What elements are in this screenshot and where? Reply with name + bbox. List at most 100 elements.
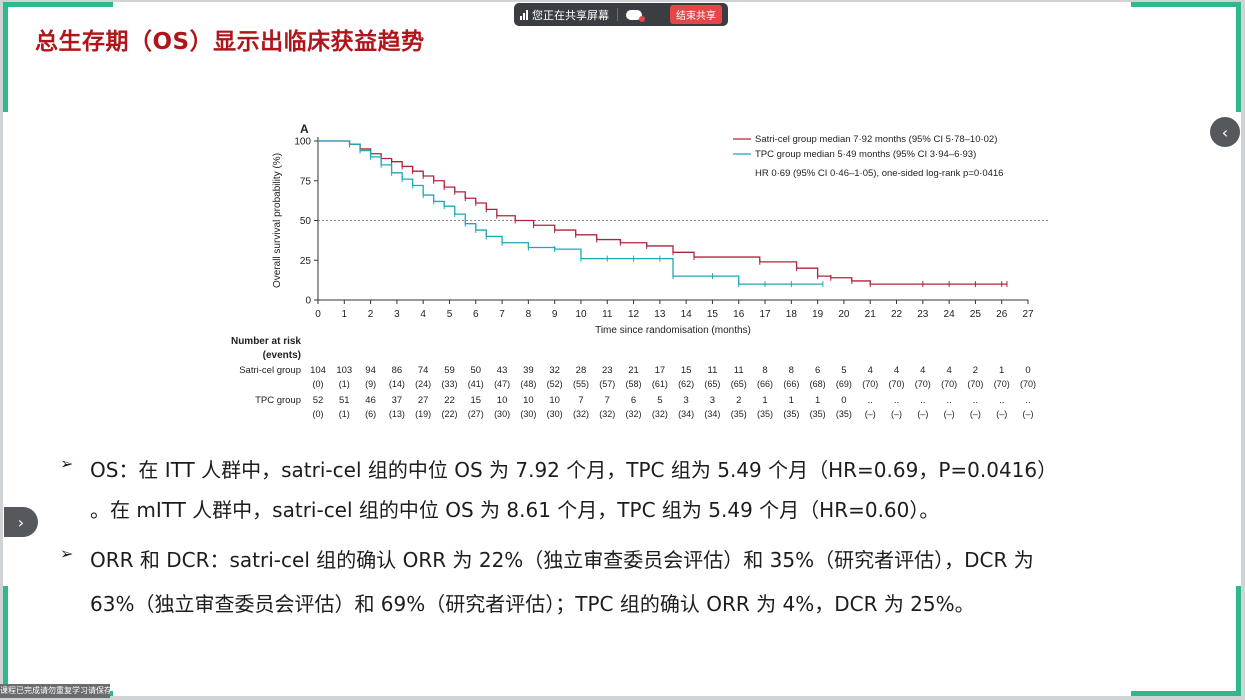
risk-at-risk-cell: 1	[789, 395, 794, 406]
risk-events-cell: (70)	[1020, 379, 1036, 389]
risk-events-cell: (66)	[757, 379, 773, 389]
risk-row-label: TPC group	[255, 395, 301, 406]
risk-at-risk-cell: 11	[708, 365, 718, 376]
x-tick-label: 1	[342, 309, 348, 320]
x-tick-label: 26	[996, 309, 1008, 320]
y-tick-label: 25	[300, 256, 312, 267]
risk-events-cell: (–)	[917, 409, 928, 419]
risk-events-cell: (30)	[547, 409, 563, 419]
x-tick-label: 6	[473, 309, 479, 320]
risk-events-cell: (35)	[810, 409, 826, 419]
risk-events-cell: (48)	[520, 379, 536, 389]
risk-events-cell: (32)	[573, 409, 589, 419]
risk-events-cell: (70)	[889, 379, 905, 389]
risk-at-risk-cell: 15	[681, 365, 692, 376]
risk-at-risk-cell: 43	[497, 365, 508, 376]
risk-events-cell: (–)	[970, 409, 981, 419]
risk-at-risk-cell: 27	[418, 395, 429, 406]
y-tick-label: 75	[300, 176, 312, 187]
share-status: 您正在共享屏幕	[532, 8, 609, 22]
risk-events-cell: (57)	[599, 379, 615, 389]
x-tick-label: 11	[602, 309, 613, 320]
risk-events-cell: (19)	[415, 409, 431, 419]
risk-at-risk-cell: 46	[365, 395, 376, 406]
risk-events-cell: (27)	[468, 409, 484, 419]
risk-events-cell: (70)	[967, 379, 983, 389]
risk-events-cell: (35)	[783, 409, 799, 419]
risk-events-cell: (62)	[678, 379, 694, 389]
bullet-arrow-icon: ➢	[60, 544, 74, 563]
risk-at-risk-cell: 2	[736, 395, 741, 406]
corner-accent-tr-h	[1131, 2, 1241, 7]
risk-at-risk-cell: 39	[523, 365, 534, 376]
x-tick-label: 25	[970, 309, 982, 320]
chevron-right-icon: ›	[17, 512, 25, 532]
risk-at-risk-cell: 1	[762, 395, 767, 406]
x-tick-label: 14	[681, 309, 693, 320]
risk-events-cell: (9)	[365, 379, 376, 389]
corner-accent-tl-h	[3, 2, 113, 7]
risk-events-cell: (14)	[389, 379, 405, 389]
risk-events-cell: (0)	[313, 409, 324, 419]
bullet-os-line1: OS：在 ITT 人群中，satri-cel 组的中位 OS 为 7.92 个月…	[90, 458, 1058, 482]
y-tick-label: 100	[294, 137, 311, 148]
risk-at-risk-cell: 2	[973, 365, 978, 376]
risk-at-risk-cell: 1	[999, 365, 1004, 376]
risk-events-cell: (68)	[810, 379, 826, 389]
risk-events-cell: (32)	[652, 409, 668, 419]
x-tick-label: 18	[786, 309, 798, 320]
risk-events-cell: (–)	[1023, 409, 1034, 419]
series-line-tpc	[318, 140, 823, 285]
x-tick-label: 24	[944, 309, 956, 320]
risk-events-cell: (30)	[494, 409, 510, 419]
risk-row-label: Satri-cel group	[239, 365, 301, 376]
risk-at-risk-cell: 10	[497, 395, 508, 406]
risk-at-risk-cell: 23	[602, 365, 613, 376]
prev-slide-button[interactable]: ‹	[1210, 117, 1240, 147]
risk-events-cell: (70)	[941, 379, 957, 389]
risk-at-risk-cell: 51	[339, 395, 350, 406]
x-tick-label: 22	[891, 309, 903, 320]
x-tick-label: 3	[394, 309, 400, 320]
stop-share-button[interactable]: 结束共享	[670, 5, 722, 24]
x-tick-label: 0	[315, 309, 321, 320]
bullet-orr-line2: 63%（独立审查委员会评估）和 69%（研究者评估）；TPC 组的确认 ORR …	[90, 592, 975, 616]
signal-icon	[520, 9, 528, 20]
risk-events-cell: (6)	[365, 409, 376, 419]
risk-events-cell: (–)	[944, 409, 955, 419]
corner-accent-br-v	[1236, 586, 1241, 696]
next-slide-button[interactable]: ›	[4, 507, 38, 537]
screen-share-bar: 您正在共享屏幕 结束共享	[514, 3, 728, 26]
risk-events-cell: (34)	[678, 409, 694, 419]
risk-events-cell: (35)	[731, 409, 747, 419]
risk-at-risk-cell: 0	[841, 395, 846, 406]
series-line-satri-cel	[318, 140, 1007, 285]
risk-events-cell: (35)	[836, 409, 852, 419]
cloud-icon[interactable]	[626, 9, 645, 22]
risk-at-risk-cell: 4	[946, 365, 951, 376]
x-tick-label: 16	[733, 309, 745, 320]
bullet-orr-line1: ORR 和 DCR：satri-cel 组的确认 ORR 为 22%（独立审查委…	[90, 548, 1034, 572]
x-tick-label: 10	[575, 309, 587, 320]
x-tick-label: 15	[707, 309, 719, 320]
risk-at-risk-cell: ..	[973, 395, 978, 406]
risk-at-risk-cell: 8	[762, 365, 767, 376]
risk-at-risk-cell: 4	[868, 365, 873, 376]
risk-events-cell: (34)	[704, 409, 720, 419]
risk-at-risk-cell: 6	[815, 365, 820, 376]
risk-at-risk-cell: 5	[657, 395, 662, 406]
x-tick-label: 5	[447, 309, 453, 320]
legend-entry: TPC group median 5·49 months (95% CI 3·9…	[755, 149, 976, 160]
risk-events-cell: (30)	[520, 409, 536, 419]
risk-at-risk-cell: 50	[470, 365, 481, 376]
risk-events-cell: (47)	[494, 379, 510, 389]
risk-table-header: Number at risk	[231, 336, 301, 347]
chevron-left-icon: ‹	[1221, 122, 1229, 142]
x-tick-label: 17	[759, 309, 771, 320]
risk-at-risk-cell: 28	[576, 365, 587, 376]
risk-at-risk-cell: 4	[920, 365, 925, 376]
risk-events-cell: (0)	[313, 379, 324, 389]
risk-events-cell: (32)	[626, 409, 642, 419]
risk-at-risk-cell: 103	[336, 365, 352, 376]
x-tick-label: 4	[420, 309, 426, 320]
